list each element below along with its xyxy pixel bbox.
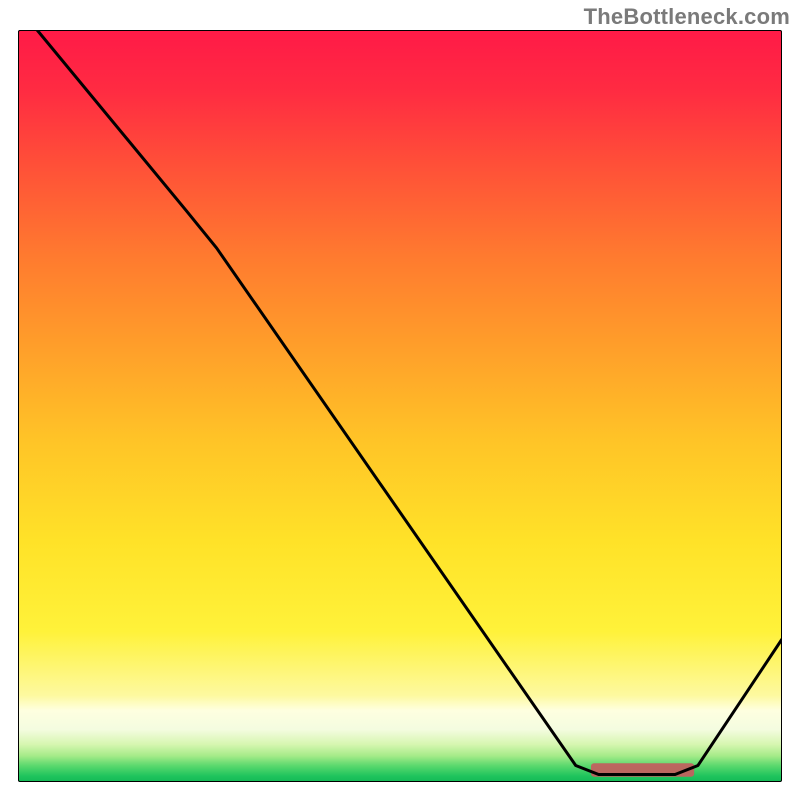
- gradient-background: [18, 30, 782, 782]
- gradient-chart: [0, 0, 800, 800]
- stage: TheBottleneck.com: [0, 0, 800, 800]
- plot-area: [18, 30, 782, 782]
